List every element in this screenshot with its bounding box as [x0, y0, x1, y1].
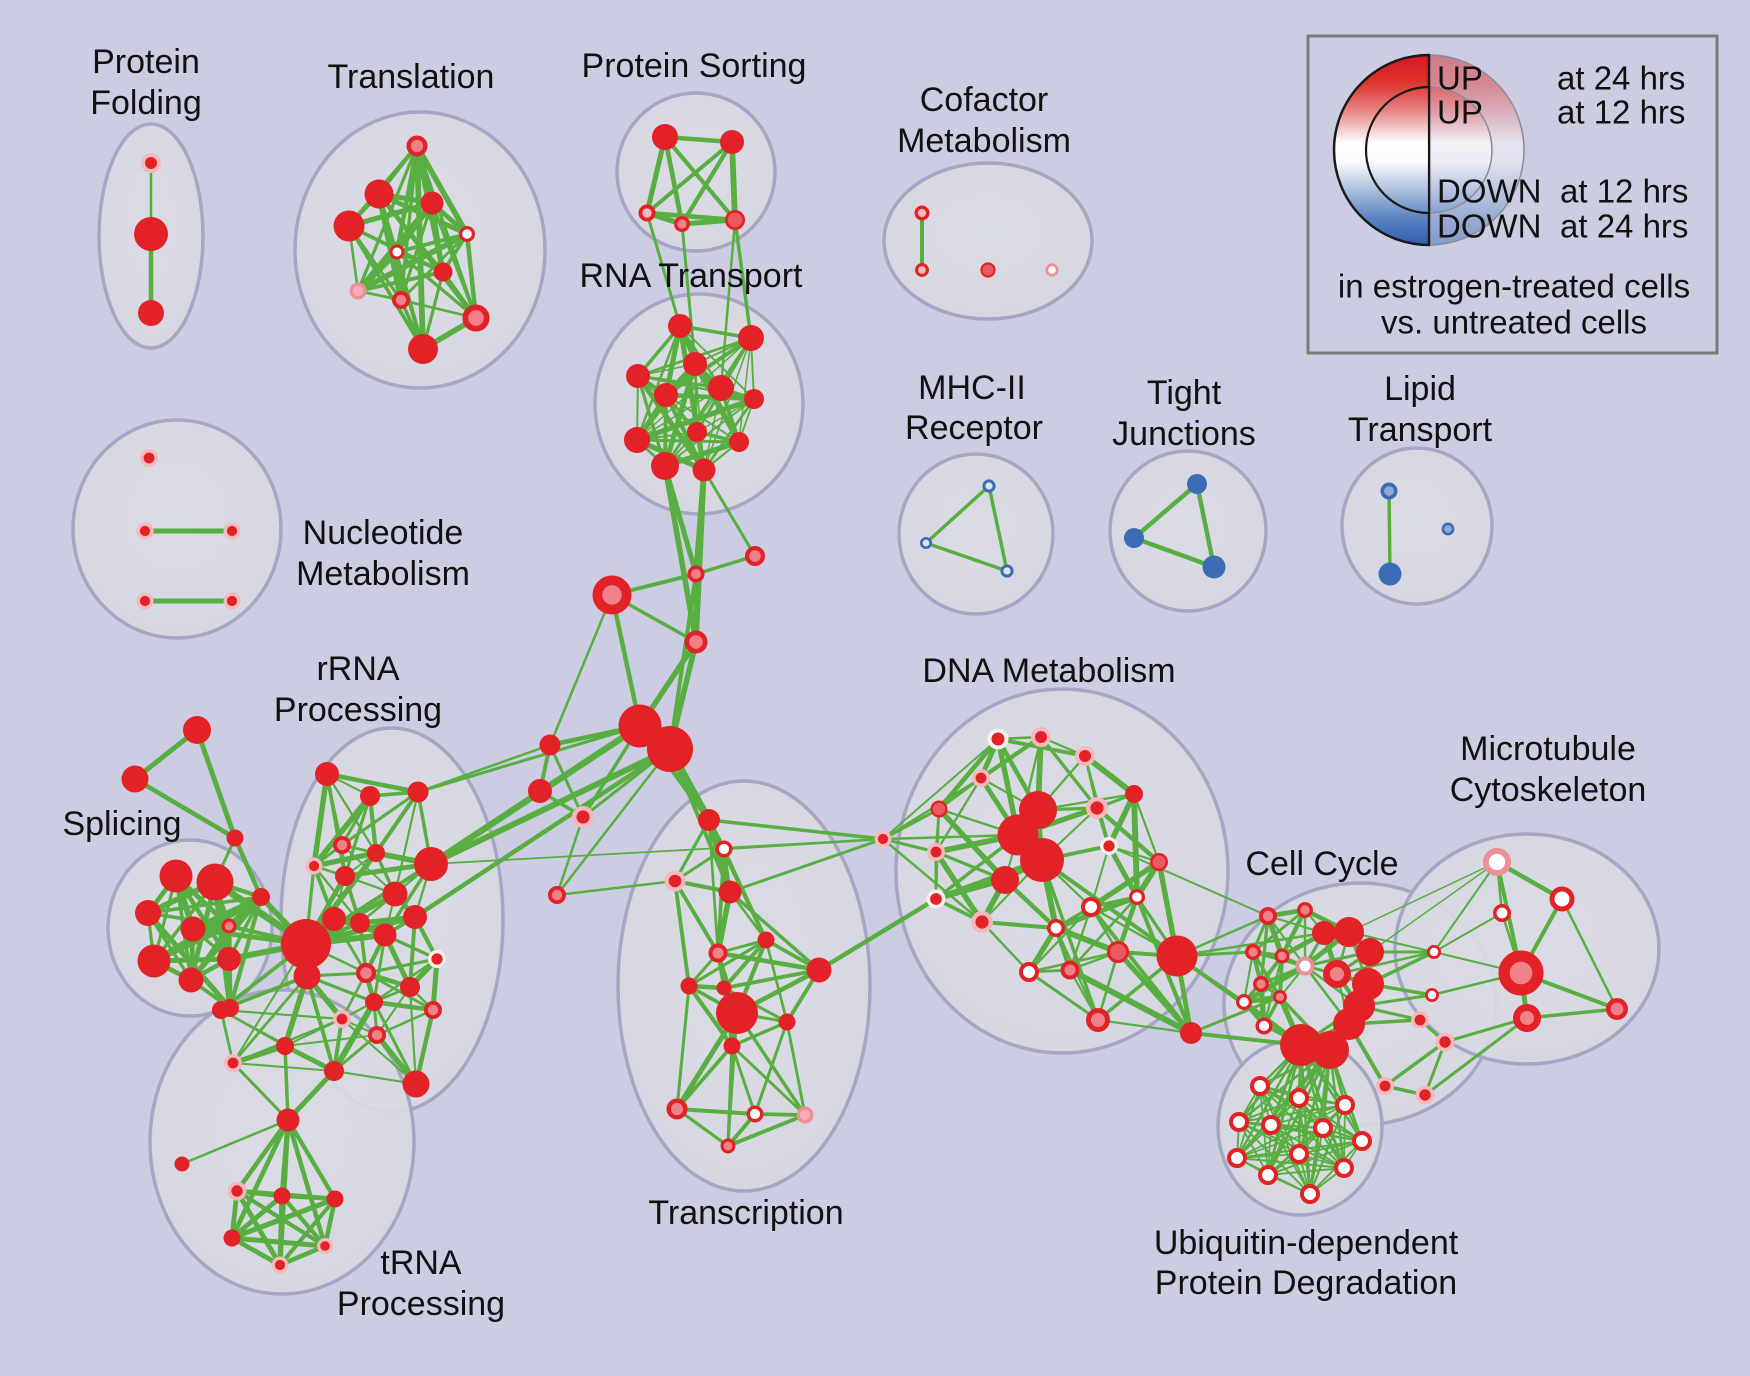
- svg-text:Nucleotide: Nucleotide: [303, 514, 464, 552]
- svg-text:Folding: Folding: [90, 84, 202, 122]
- svg-text:DNA Metabolism: DNA Metabolism: [922, 652, 1175, 690]
- svg-text:Transport: Transport: [1348, 411, 1493, 449]
- svg-text:Transcription: Transcription: [648, 1194, 843, 1232]
- svg-text:Tight: Tight: [1147, 374, 1222, 412]
- svg-text:tRNA: tRNA: [380, 1244, 462, 1282]
- svg-text:UP: UP: [1437, 60, 1483, 97]
- svg-text:Protein Degradation: Protein Degradation: [1155, 1264, 1457, 1302]
- svg-text:at 12 hrs: at 12 hrs: [1560, 173, 1688, 210]
- svg-text:Cytoskeleton: Cytoskeleton: [1450, 771, 1647, 809]
- svg-text:RNA Transport: RNA Transport: [580, 257, 804, 295]
- svg-text:Processing: Processing: [274, 691, 442, 729]
- svg-text:Cofactor: Cofactor: [920, 81, 1049, 119]
- svg-text:Receptor: Receptor: [905, 409, 1043, 447]
- svg-text:vs. untreated cells: vs. untreated cells: [1381, 304, 1647, 341]
- svg-text:Protein Sorting: Protein Sorting: [582, 47, 807, 85]
- svg-text:Ubiquitin-dependent: Ubiquitin-dependent: [1154, 1224, 1459, 1262]
- svg-text:in estrogen-treated cells: in estrogen-treated cells: [1338, 268, 1690, 305]
- svg-text:Metabolism: Metabolism: [296, 555, 470, 593]
- svg-text:DOWN: DOWN: [1437, 208, 1541, 245]
- svg-text:Metabolism: Metabolism: [897, 122, 1071, 160]
- svg-text:MHC-II: MHC-II: [918, 369, 1026, 407]
- svg-text:Lipid: Lipid: [1384, 370, 1456, 408]
- svg-text:DOWN: DOWN: [1437, 173, 1541, 210]
- svg-text:Processing: Processing: [337, 1285, 505, 1323]
- svg-text:Translation: Translation: [328, 58, 495, 96]
- svg-text:Cell Cycle: Cell Cycle: [1245, 845, 1398, 883]
- svg-text:Protein: Protein: [92, 43, 200, 81]
- svg-text:Junctions: Junctions: [1112, 415, 1256, 453]
- svg-text:Microtubule: Microtubule: [1460, 730, 1636, 768]
- svg-text:at 24 hrs: at 24 hrs: [1557, 60, 1685, 97]
- svg-text:at 24 hrs: at 24 hrs: [1560, 208, 1688, 245]
- svg-text:rRNA: rRNA: [316, 650, 399, 688]
- svg-text:UP: UP: [1437, 94, 1483, 131]
- svg-text:at 12 hrs: at 12 hrs: [1557, 94, 1685, 131]
- svg-text:Splicing: Splicing: [62, 805, 181, 843]
